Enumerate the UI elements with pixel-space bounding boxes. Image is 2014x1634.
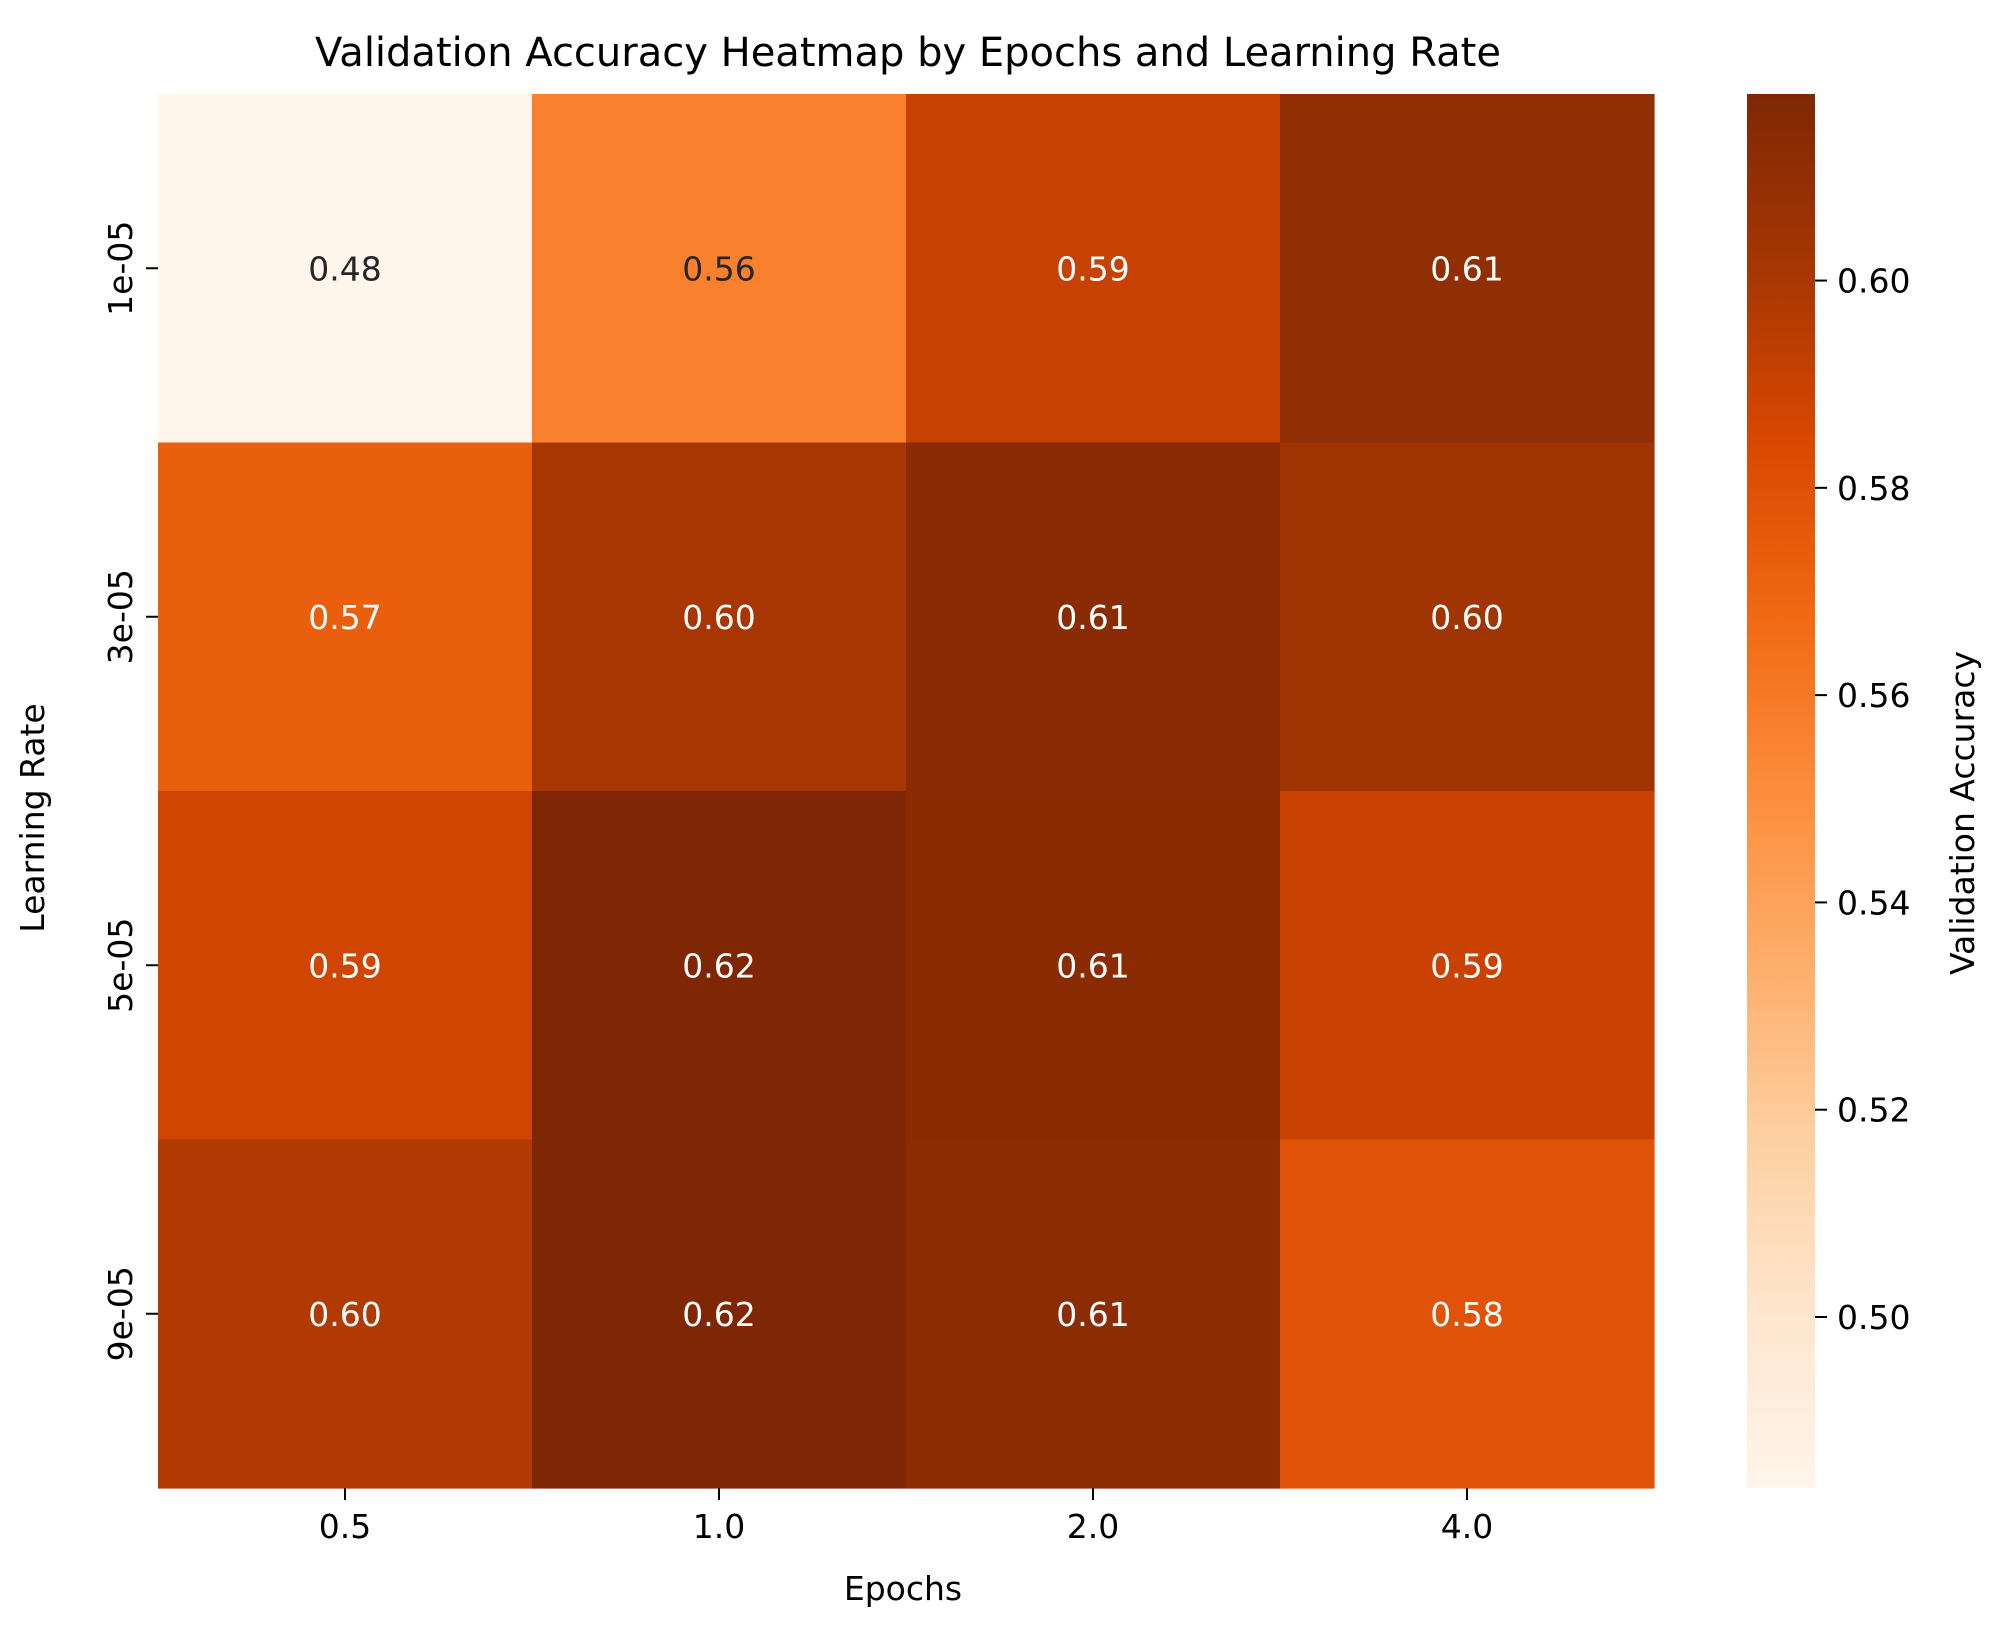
cell-value-label: 0.62 [682,1295,755,1334]
x-tick-label: 0.5 [319,1507,371,1546]
cell-value-label: 0.59 [308,946,381,985]
cell-value-label: 0.59 [1430,946,1503,985]
x-tick-label: 1.0 [693,1507,745,1546]
cell-value-label: 0.56 [682,249,755,288]
heatmap-cell [532,1139,907,1489]
heatmap-cell [1280,442,1655,792]
cell-value-label: 0.62 [682,946,755,985]
colorbar-scale [1747,94,1815,1488]
cell-value-label: 0.60 [308,1295,381,1334]
cell-value-label: 0.61 [1430,249,1503,288]
cell-value-label: 0.58 [1430,1295,1503,1334]
colorbar-tick-label: 0.54 [1837,883,1910,922]
cell-value-label: 0.60 [1430,598,1503,637]
cell-value-label: 0.61 [1056,946,1129,985]
y-tick-label: 9e-05 [101,1266,140,1361]
heatmap-cell [1280,1139,1655,1489]
y-axis-ticks: 1e-05 3e-05 5e-05 9e-05 [101,221,158,1361]
colorbar-tick-label: 0.52 [1837,1091,1910,1130]
colorbar-tick-label: 0.56 [1837,676,1910,715]
cell-value-label: 0.61 [1056,1295,1129,1334]
cell-value-label: 0.61 [1056,598,1129,637]
cell-value-label: 0.59 [1056,249,1129,288]
heatmap-cell [158,1139,533,1489]
heatmap-cells [158,94,1655,1489]
heatmap-cell [906,442,1281,792]
y-tick-label: 5e-05 [101,918,140,1013]
y-tick-label: 3e-05 [101,569,140,664]
heatmap-cell [532,94,907,444]
heatmap-cell [906,94,1281,444]
colorbar: 0.50 0.52 0.54 0.56 0.58 0.60 [1747,94,1910,1488]
y-tick-label: 1e-05 [101,221,140,316]
heatmap-cell [158,94,533,444]
heatmap-cell [1280,791,1655,1141]
heatmap-cell [158,442,533,792]
chart-title: Validation Accuracy Heatmap by Epochs an… [315,30,1501,76]
heatmap-cell [158,791,533,1141]
cell-value-label: 0.57 [308,598,381,637]
x-tick-label: 4.0 [1441,1507,1493,1546]
x-axis-label: Epochs [844,1569,962,1608]
x-tick-label: 2.0 [1067,1507,1119,1546]
y-axis-label: Learning Rate [13,703,52,932]
cell-value-label: 0.60 [682,598,755,637]
x-axis-ticks: 0.5 1.0 2.0 4.0 [319,1488,1493,1546]
colorbar-label: Validation Accuracy [1943,651,1982,975]
colorbar-tick-label: 0.50 [1837,1298,1910,1337]
colorbar-tick-label: 0.60 [1837,262,1910,301]
colorbar-tick-label: 0.58 [1837,469,1910,508]
heatmap-cell [532,791,907,1141]
heatmap-cell [906,791,1281,1141]
heatmap-cell [906,1139,1281,1489]
cell-value-label: 0.48 [308,249,381,288]
heatmap-cell-labels: 0.48 0.56 0.59 0.61 0.57 0.60 0.61 0.60 0.59 0.62… [308,249,1503,1334]
heatmap-cell [532,442,907,792]
heatmap-cell [1280,94,1655,444]
